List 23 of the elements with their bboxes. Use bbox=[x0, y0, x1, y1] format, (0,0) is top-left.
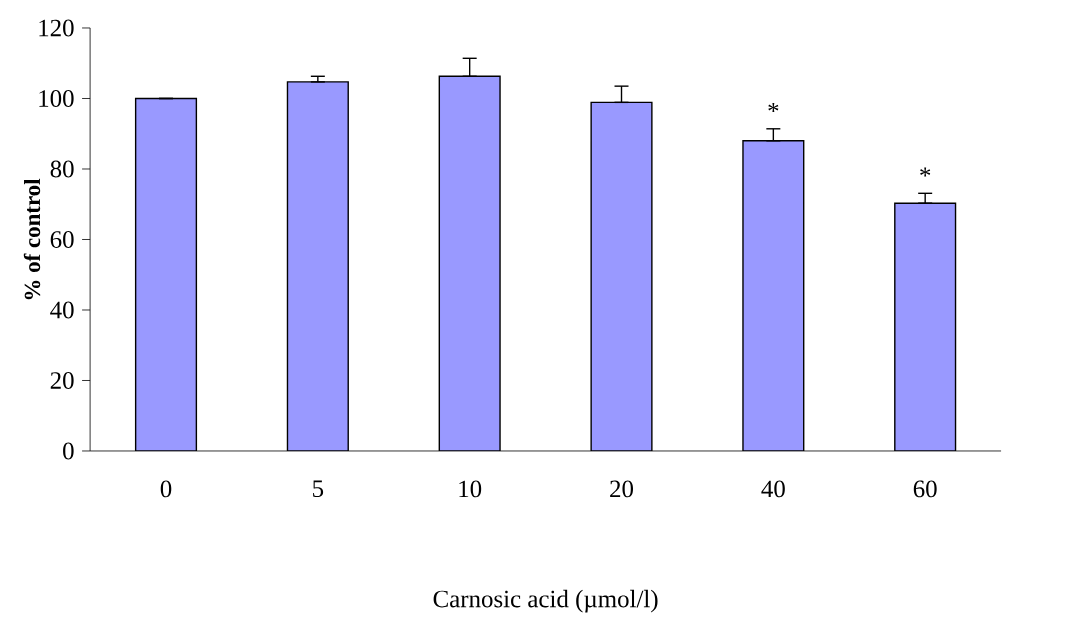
annotation: * bbox=[920, 167, 931, 177]
bar bbox=[742, 140, 805, 451]
bar bbox=[590, 101, 653, 451]
x-tick-label: 0 bbox=[160, 480, 172, 498]
y-tick-label: 60 bbox=[50, 231, 74, 248]
y-axis-title: % of control bbox=[23, 178, 41, 300]
y-tick-label: 100 bbox=[39, 90, 74, 107]
y-tick-label: 40 bbox=[50, 301, 74, 319]
y-tick-label: 20 bbox=[50, 372, 74, 389]
x-axis-title: Carnosic acid (µmol/l) bbox=[433, 589, 658, 613]
x-tick-label: 10 bbox=[459, 480, 482, 498]
x-tick-label: 40 bbox=[761, 480, 785, 498]
bar bbox=[286, 81, 349, 451]
bar bbox=[134, 97, 198, 451]
y-tick-label: 120 bbox=[39, 19, 74, 37]
x-tick-label: 5 bbox=[313, 480, 324, 498]
x-tick-label: 20 bbox=[610, 480, 634, 498]
bar bbox=[438, 75, 501, 451]
x-tick-label: 60 bbox=[913, 480, 937, 498]
y-tick-label: 0 bbox=[63, 442, 74, 460]
y-tick-label: 80 bbox=[50, 160, 74, 178]
annotation: * bbox=[768, 102, 779, 113]
bar bbox=[894, 202, 957, 451]
